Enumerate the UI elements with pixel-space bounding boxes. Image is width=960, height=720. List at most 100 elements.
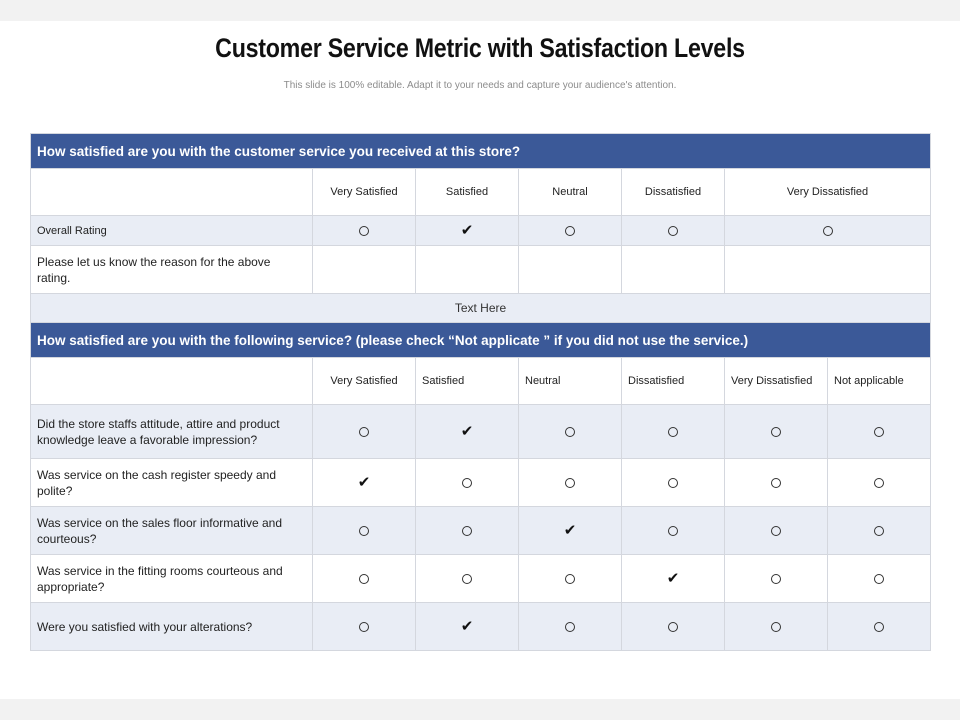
checkmark-icon[interactable]: ✔	[460, 423, 474, 441]
reason-cell[interactable]	[723, 245, 932, 294]
option-cell[interactable]	[621, 458, 725, 507]
option-cell[interactable]	[621, 506, 725, 555]
service-row: Were you satisfied with your alterations…	[30, 602, 932, 651]
option-cell[interactable]	[724, 458, 828, 507]
reason-cell[interactable]	[415, 245, 519, 294]
radio-empty-icon[interactable]	[771, 526, 781, 537]
option-cell[interactable]	[724, 506, 828, 555]
option-cell[interactable]	[518, 458, 622, 507]
radio-empty-icon[interactable]	[874, 427, 885, 438]
radio-empty-icon[interactable]	[462, 526, 472, 537]
radio-empty-icon[interactable]	[874, 478, 885, 489]
reason-cell[interactable]	[312, 245, 416, 294]
radio-empty-icon[interactable]	[668, 478, 678, 489]
section1-question: How satisfied are you with the customer …	[29, 133, 932, 169]
option-cell[interactable]	[826, 404, 932, 459]
service-row: Did the store staffs attitude, attire an…	[30, 404, 932, 459]
overall-option-satisfied[interactable]: ✔	[415, 215, 519, 246]
option-cell[interactable]	[724, 404, 828, 459]
option-cell[interactable]	[415, 554, 519, 603]
overall-option-neutral[interactable]	[518, 215, 622, 246]
service-question: Was service on the sales floor informati…	[30, 506, 313, 555]
section1-col-header: Dissatisfied	[621, 168, 725, 216]
option-cell[interactable]	[621, 404, 725, 459]
section2-col-header: Satisfied	[415, 357, 519, 405]
radio-empty-icon[interactable]	[668, 526, 678, 537]
radio-empty-icon[interactable]	[565, 574, 575, 585]
radio-empty-icon[interactable]	[565, 622, 575, 633]
service-row: Was service on the sales floor informati…	[30, 506, 932, 555]
radio-empty-icon[interactable]	[771, 574, 781, 585]
option-cell[interactable]: ✔	[415, 404, 519, 459]
checkmark-icon[interactable]: ✔	[460, 222, 474, 240]
overall-rating-row: Overall Rating ✔	[30, 215, 932, 246]
radio-empty-icon[interactable]	[874, 574, 885, 585]
section2-col-header: Dissatisfied	[621, 357, 725, 405]
radio-empty-icon[interactable]	[874, 526, 885, 537]
page-subtitle: This slide is 100% editable. Adapt it to…	[283, 80, 677, 91]
option-cell[interactable]	[724, 554, 828, 603]
overall-option-dissatisfied[interactable]	[621, 215, 725, 246]
option-cell[interactable]	[312, 554, 416, 603]
service-question: Was service on the cash register speedy …	[30, 458, 313, 507]
section2-col-header: Very Satisfied	[312, 357, 416, 405]
reason-label: Please let us know the reason for the ab…	[30, 245, 313, 294]
radio-empty-icon[interactable]	[565, 478, 575, 489]
radio-empty-icon[interactable]	[771, 622, 781, 633]
radio-empty-icon[interactable]	[462, 478, 472, 489]
radio-empty-icon[interactable]	[359, 574, 369, 585]
radio-empty-icon[interactable]	[359, 226, 369, 237]
radio-empty-icon[interactable]	[668, 427, 678, 438]
option-cell[interactable]: ✔	[415, 602, 519, 651]
option-cell[interactable]	[415, 458, 519, 507]
survey-table: How satisfied are you with the customer …	[29, 133, 932, 651]
overall-rating-label: Overall Rating	[30, 215, 313, 246]
reason-cell[interactable]	[621, 245, 725, 294]
checkmark-icon[interactable]: ✔	[563, 522, 577, 540]
option-cell[interactable]	[518, 404, 622, 459]
radio-empty-icon[interactable]	[668, 226, 678, 237]
text-here-row: Text Here	[29, 293, 932, 323]
radio-empty-icon[interactable]	[874, 622, 885, 633]
section1-col-header: Very Dissatisfied	[723, 168, 932, 216]
radio-empty-icon[interactable]	[359, 427, 369, 438]
radio-empty-icon[interactable]	[668, 622, 678, 633]
overall-option-very-dissatisfied[interactable]	[723, 215, 932, 246]
option-cell[interactable]: ✔	[518, 506, 622, 555]
option-cell[interactable]	[312, 506, 416, 555]
option-cell[interactable]	[724, 602, 828, 651]
radio-empty-icon[interactable]	[822, 226, 833, 237]
radio-empty-icon[interactable]	[565, 226, 575, 237]
overall-option-very-satisfied[interactable]	[312, 215, 416, 246]
option-cell[interactable]	[826, 458, 932, 507]
option-cell[interactable]	[621, 602, 725, 651]
reason-cell[interactable]	[518, 245, 622, 294]
section2-col-header: Not applicable	[826, 357, 932, 405]
radio-empty-icon[interactable]	[359, 622, 369, 633]
option-cell[interactable]	[826, 554, 932, 603]
radio-empty-icon[interactable]	[359, 526, 369, 537]
option-cell[interactable]	[518, 554, 622, 603]
bottom-strip	[0, 699, 960, 720]
option-cell[interactable]	[415, 506, 519, 555]
option-cell[interactable]	[518, 602, 622, 651]
text-here-placeholder[interactable]: Text Here	[29, 293, 932, 323]
section2-corner-cell	[30, 357, 313, 405]
option-cell[interactable]	[312, 404, 416, 459]
radio-empty-icon[interactable]	[771, 427, 781, 438]
option-cell[interactable]: ✔	[621, 554, 725, 603]
section1-column-header-row: Very Satisfied Satisfied Neutral Dissati…	[30, 168, 932, 216]
option-cell[interactable]	[826, 602, 932, 651]
radio-empty-icon[interactable]	[565, 427, 575, 438]
section2-col-header: Very Dissatisfied	[724, 357, 828, 405]
option-cell[interactable]	[826, 506, 932, 555]
checkmark-icon[interactable]: ✔	[666, 570, 680, 588]
option-cell[interactable]	[312, 602, 416, 651]
section2-header-row: How satisfied are you with the following…	[29, 322, 932, 358]
checkmark-icon[interactable]: ✔	[460, 618, 474, 636]
checkmark-icon[interactable]: ✔	[357, 474, 371, 492]
radio-empty-icon[interactable]	[462, 574, 472, 585]
radio-empty-icon[interactable]	[771, 478, 781, 489]
option-cell[interactable]: ✔	[312, 458, 416, 507]
service-question: Were you satisfied with your alterations…	[30, 602, 313, 651]
